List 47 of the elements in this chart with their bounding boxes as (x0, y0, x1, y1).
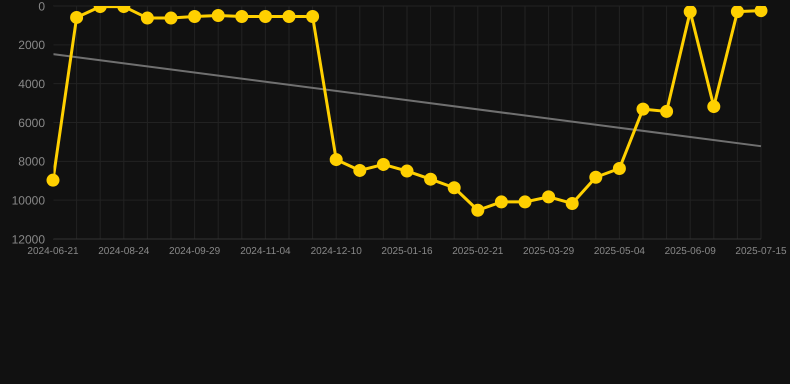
point (140, 12, 154, 25)
point (660, 104, 674, 118)
x-tick-label: 2024-08-24 (98, 246, 150, 258)
x-tick-label: 2024-09-29 (169, 246, 221, 258)
y-tick-label: 6000 (18, 116, 46, 130)
y-tick-label: 4000 (18, 76, 46, 91)
x-tick-label: 2024-12-10 (310, 246, 362, 258)
point (164, 12, 178, 25)
point (330, 153, 343, 166)
x-tick-label: 2024-11-04 (240, 246, 292, 258)
x-tick-label: 2025-05-04 (594, 246, 646, 258)
y-tick-label: 0 (38, 0, 46, 14)
point (589, 170, 602, 184)
point (684, 6, 697, 18)
y-tick-label: 8000 (18, 154, 46, 169)
x-tick-label: 2025-07-15 (735, 246, 788, 258)
point (212, 9, 225, 22)
point (258, 10, 272, 23)
point (376, 158, 390, 171)
point (471, 204, 484, 217)
point (282, 10, 296, 23)
y-tick-label: 12000 (12, 232, 46, 246)
x-tick-label: 2025-01-16 (381, 246, 434, 258)
point (424, 172, 438, 186)
point (494, 195, 508, 208)
point (754, 6, 768, 18)
point (448, 181, 461, 194)
point (542, 190, 556, 204)
x-tick-label: 2025-06-09 (664, 246, 716, 258)
point (70, 10, 84, 24)
x-tick-label: 2024-06-21 (27, 246, 80, 258)
point (353, 164, 366, 177)
point (566, 196, 579, 210)
point (636, 102, 650, 116)
point (612, 162, 626, 176)
point (400, 164, 414, 178)
point (306, 10, 320, 23)
x-tick-label: 2025-02-21 (452, 246, 504, 258)
point (518, 195, 532, 208)
point (730, 6, 744, 18)
point (46, 174, 60, 187)
point (707, 100, 720, 114)
point (188, 10, 202, 23)
y-tick-label: 10000 (12, 193, 46, 208)
x-tick-label: 2025-03-29 (523, 246, 575, 258)
point (235, 10, 248, 23)
y-tick-label: 2000 (18, 38, 46, 52)
